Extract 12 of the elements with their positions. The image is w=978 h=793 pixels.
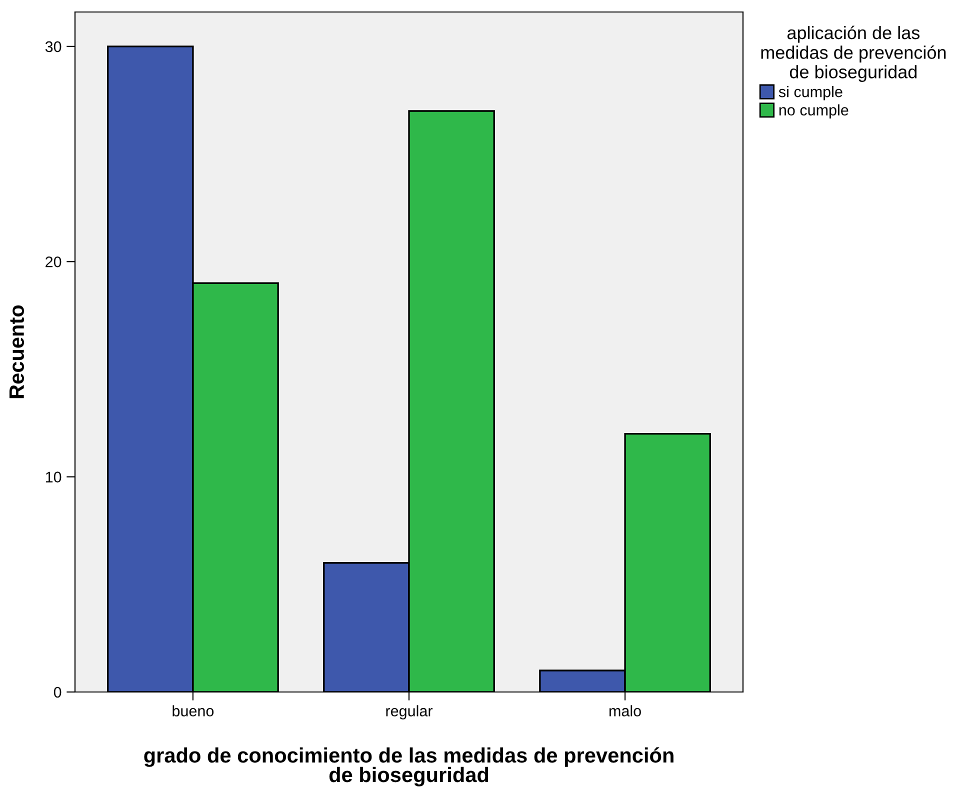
legend-label: no cumple <box>779 104 848 119</box>
y-axis-title: Recuento <box>9 305 24 398</box>
y-tick-label: 0 <box>54 686 62 698</box>
legend-label: si cumple <box>778 86 842 100</box>
y-tick-label: 30 <box>45 41 62 52</box>
y-tick-label: 10 <box>46 472 62 482</box>
x-tick-label: regular <box>386 705 433 720</box>
x-axis-title: grado de conocimiento de las medidas de prevención de bioseguridad <box>144 747 674 786</box>
x-tick-label: malo <box>610 705 641 716</box>
legend-title: aplicación de las medidas de prevención de bioseguridad <box>761 26 946 82</box>
x-tick-label: bueno <box>172 705 214 716</box>
y-tick-label: 20 <box>46 256 62 268</box>
